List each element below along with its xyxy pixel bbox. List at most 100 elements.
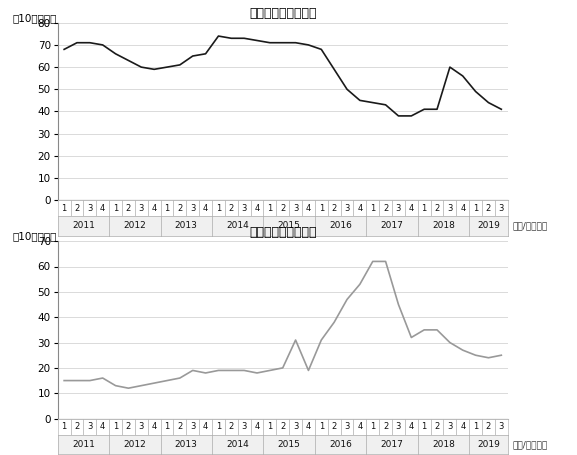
Text: 1: 1: [422, 422, 427, 431]
Text: 1: 1: [370, 204, 376, 212]
Text: 2: 2: [280, 204, 286, 212]
Bar: [379, 419, 392, 435]
Text: 2017: 2017: [381, 222, 403, 230]
Bar: [58, 435, 508, 454]
Bar: [160, 200, 174, 216]
Text: 1: 1: [473, 204, 478, 212]
Bar: [482, 419, 495, 435]
Text: 1: 1: [422, 204, 427, 212]
Bar: [444, 200, 456, 216]
Text: 3: 3: [190, 204, 196, 212]
Text: 1: 1: [319, 422, 324, 431]
Bar: [109, 200, 122, 216]
Text: 4: 4: [409, 204, 414, 212]
Bar: [212, 419, 225, 435]
Bar: [289, 200, 302, 216]
Text: 2: 2: [383, 204, 388, 212]
Text: 4: 4: [100, 422, 106, 431]
Text: 3: 3: [293, 422, 298, 431]
Text: 1: 1: [267, 204, 272, 212]
Text: 2015: 2015: [278, 222, 301, 230]
Bar: [122, 419, 135, 435]
Text: 3: 3: [138, 204, 144, 212]
Bar: [58, 200, 70, 216]
Text: 2: 2: [434, 204, 440, 212]
Bar: [160, 419, 174, 435]
Bar: [135, 419, 148, 435]
Bar: [225, 200, 238, 216]
Bar: [96, 200, 109, 216]
Bar: [315, 200, 328, 216]
Text: 3: 3: [344, 422, 350, 431]
Text: 4: 4: [357, 204, 362, 212]
Bar: [405, 200, 418, 216]
Bar: [148, 200, 160, 216]
Text: 3: 3: [293, 204, 298, 212]
Text: 3: 3: [87, 422, 92, 431]
Text: 4: 4: [203, 422, 208, 431]
Bar: [58, 419, 70, 435]
Bar: [70, 419, 84, 435]
Text: 1: 1: [473, 422, 478, 431]
Text: 2: 2: [280, 422, 286, 431]
Title: 対内直接投賄の推移: 対内直接投賄の推移: [249, 7, 316, 20]
Bar: [354, 200, 366, 216]
Bar: [392, 200, 405, 216]
Text: 3: 3: [190, 422, 196, 431]
Text: 4: 4: [306, 204, 311, 212]
Bar: [469, 200, 482, 216]
Bar: [238, 419, 250, 435]
Title: 対外直接投賄の推移: 対外直接投賄の推移: [249, 226, 316, 238]
Bar: [405, 419, 418, 435]
Text: 2011: 2011: [72, 222, 95, 230]
Text: 2: 2: [74, 422, 80, 431]
Bar: [456, 200, 469, 216]
Bar: [444, 419, 456, 435]
Bar: [199, 200, 212, 216]
Text: 3: 3: [344, 204, 350, 212]
Bar: [122, 200, 135, 216]
Text: 1: 1: [113, 422, 118, 431]
Bar: [366, 419, 379, 435]
Text: 3: 3: [241, 422, 247, 431]
Text: 3: 3: [241, 204, 247, 212]
Text: 1: 1: [267, 422, 272, 431]
Bar: [430, 200, 444, 216]
Text: 4: 4: [306, 422, 311, 431]
Bar: [366, 200, 379, 216]
Bar: [495, 200, 508, 216]
Bar: [418, 200, 430, 216]
Bar: [302, 419, 315, 435]
Bar: [225, 419, 238, 435]
Bar: [148, 419, 160, 435]
Text: 4: 4: [152, 422, 157, 431]
Text: 2017: 2017: [381, 440, 403, 449]
Bar: [264, 419, 276, 435]
Bar: [482, 200, 495, 216]
Bar: [186, 200, 199, 216]
Text: 2014: 2014: [226, 222, 249, 230]
Bar: [495, 419, 508, 435]
Bar: [315, 419, 328, 435]
Text: 2: 2: [332, 204, 337, 212]
Text: 4: 4: [409, 422, 414, 431]
Bar: [328, 200, 340, 216]
Text: 2: 2: [74, 204, 80, 212]
Text: 2014: 2014: [226, 440, 249, 449]
Text: 3: 3: [396, 204, 401, 212]
Text: 2: 2: [228, 422, 234, 431]
Text: 2012: 2012: [123, 440, 146, 449]
Text: 4: 4: [460, 204, 466, 212]
Bar: [289, 419, 302, 435]
Text: 2: 2: [228, 204, 234, 212]
Text: 2012: 2012: [123, 222, 146, 230]
Text: 4: 4: [152, 204, 157, 212]
Text: 2013: 2013: [175, 222, 198, 230]
Text: 2016: 2016: [329, 222, 352, 230]
Bar: [276, 200, 289, 216]
Text: 3: 3: [396, 422, 401, 431]
Text: 3: 3: [447, 204, 452, 212]
Text: 2: 2: [177, 422, 182, 431]
Text: 4: 4: [203, 204, 208, 212]
Bar: [84, 419, 96, 435]
